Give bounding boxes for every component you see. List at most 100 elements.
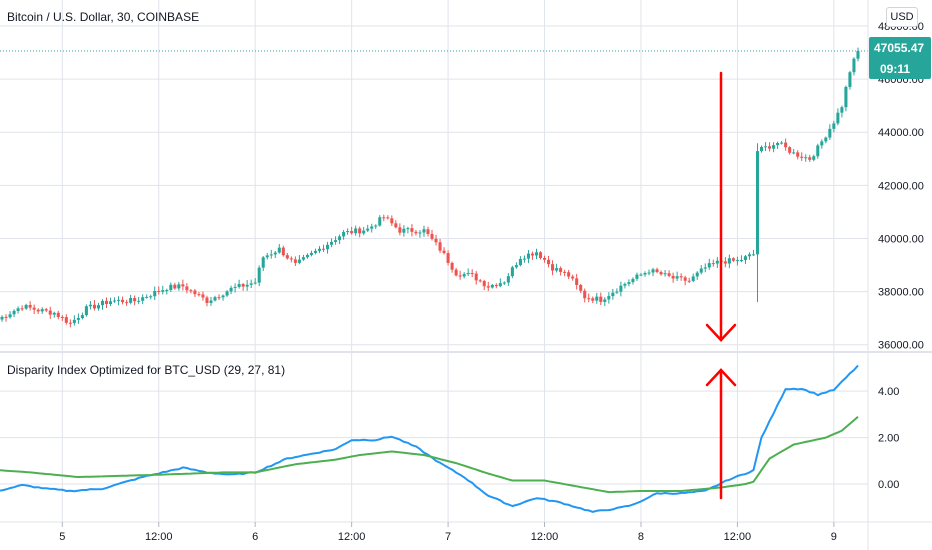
candle-body: [76, 318, 80, 320]
indicator-tick-label: 4.00: [878, 386, 899, 398]
candle-body: [201, 294, 205, 298]
candle-body: [760, 146, 764, 152]
candle-body: [237, 284, 241, 287]
candle-body: [64, 317, 68, 323]
candle-body: [764, 146, 768, 148]
candle-body: [490, 284, 494, 288]
candle-body: [209, 300, 213, 303]
candle-body: [378, 217, 382, 226]
time-tick-label: 7: [445, 531, 451, 543]
candle-body: [526, 253, 530, 259]
candle-body: [289, 258, 293, 260]
candle-body: [723, 261, 727, 264]
candle-body: [285, 255, 289, 259]
candle-body: [24, 304, 28, 309]
indicator-tick-label: 0.00: [878, 479, 899, 491]
chart-title[interactable]: Bitcoin / U.S. Dollar, 30, COINBASE: [7, 10, 199, 24]
candle-body: [462, 274, 466, 277]
candle-body: [8, 314, 12, 318]
candle-body: [189, 290, 193, 292]
candle-body: [615, 291, 619, 293]
candle-body: [667, 273, 671, 276]
candle-body: [197, 294, 201, 296]
candle-body: [583, 290, 587, 299]
candle-body: [486, 286, 490, 288]
candle-body: [40, 309, 44, 312]
candle-body: [587, 298, 591, 300]
candle-body: [342, 232, 346, 237]
candle-body: [169, 284, 173, 291]
candle-body: [812, 156, 816, 160]
candle-body: [518, 258, 522, 266]
candle-body: [273, 252, 277, 255]
price-tick-label: 42000.00: [878, 180, 924, 192]
candle-body: [747, 254, 751, 257]
candle-body: [591, 298, 595, 301]
candle-body: [313, 250, 317, 253]
candle-body: [735, 260, 739, 262]
candle-body: [406, 228, 410, 230]
candle-body: [643, 272, 647, 275]
candle-body: [844, 86, 848, 108]
candle-body: [434, 238, 438, 243]
candle-body: [72, 319, 76, 324]
candle-body: [217, 297, 221, 299]
candle-body: [703, 267, 707, 269]
candle-body: [474, 273, 478, 281]
disparity-index-line: [0, 364, 859, 513]
candle-body: [84, 306, 88, 316]
candle-body: [60, 317, 64, 319]
candle-body: [816, 145, 820, 157]
candle-body: [181, 284, 185, 287]
candle-body: [768, 146, 772, 149]
candle-body: [410, 228, 414, 232]
candle-body: [478, 280, 482, 282]
candle-body: [297, 259, 301, 263]
price-tick-label: 40000.00: [878, 233, 924, 245]
price-tick-label: 44000.00: [878, 127, 924, 139]
candle-body: [229, 287, 233, 292]
indicator-axis[interactable]: 0.00 2.00 4.00: [878, 386, 899, 491]
candle-body: [137, 300, 141, 302]
candle-body: [129, 298, 133, 303]
candle-body: [514, 265, 518, 268]
candle-body: [454, 269, 458, 276]
candle-body: [567, 272, 571, 277]
candle-body: [362, 230, 366, 234]
time-tick-label: 12:00: [145, 531, 173, 543]
last-price-value: 47055.47: [874, 41, 924, 55]
candle-body: [88, 304, 92, 307]
candle-body: [161, 290, 165, 292]
candle-body: [157, 290, 161, 292]
candle-body: [800, 156, 804, 158]
time-tick-label: 12:00: [724, 531, 752, 543]
candle-body: [450, 262, 454, 270]
candle-body: [784, 142, 788, 148]
candle-body: [305, 254, 309, 258]
time-axis[interactable]: 5 12:00 6 12:00 7 12:00 8 12:00 9: [59, 522, 837, 543]
time-tick-label: 12:00: [531, 531, 559, 543]
candle-body: [28, 304, 32, 308]
candle-body: [772, 145, 776, 149]
candle-body: [848, 72, 852, 87]
candle-body: [695, 272, 699, 277]
candle-body: [619, 285, 623, 292]
candle-body: [563, 271, 567, 273]
indicator-tick-label: 2.00: [878, 433, 899, 445]
candle-body: [346, 231, 350, 233]
candle-body: [699, 268, 703, 273]
price-tick-label: 38000.00: [878, 287, 924, 299]
candle-body: [32, 307, 36, 310]
candle-body: [269, 254, 273, 256]
candle-body: [193, 290, 197, 295]
candle-body: [16, 308, 20, 311]
candlestick-series: [0, 47, 860, 328]
candle-body: [743, 256, 747, 260]
currency-button[interactable]: USD: [886, 7, 918, 27]
indicator-title[interactable]: Disparity Index Optimized for BTC_USD (2…: [7, 363, 285, 377]
annotation-arrow-down: [705, 71, 737, 342]
candle-body: [683, 277, 687, 281]
candle-body: [165, 290, 169, 292]
candle-body: [828, 128, 832, 138]
